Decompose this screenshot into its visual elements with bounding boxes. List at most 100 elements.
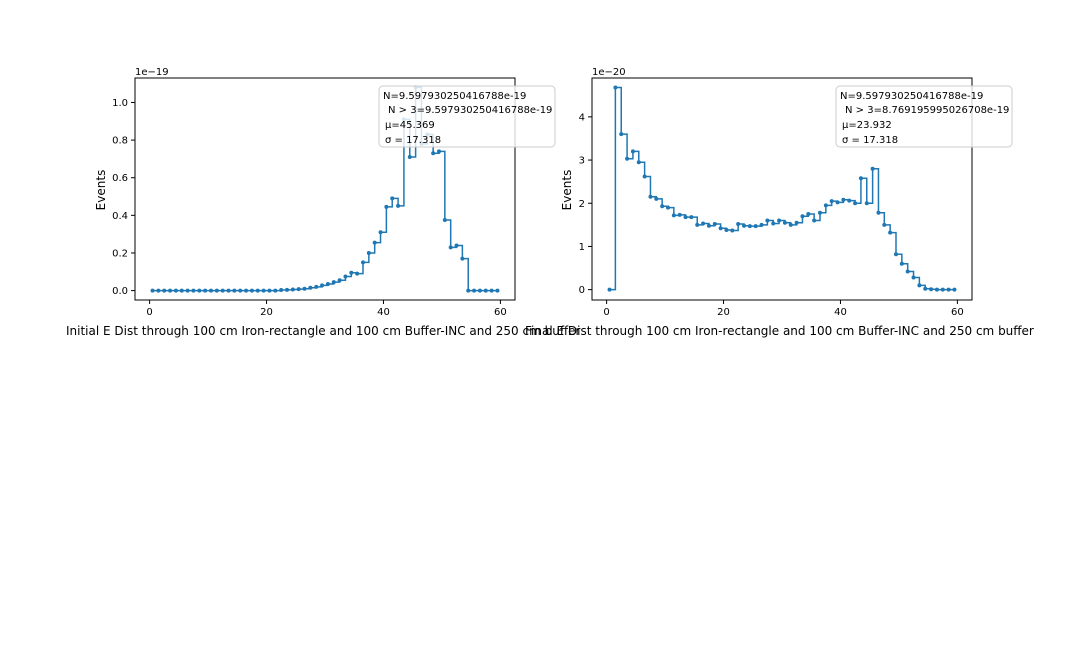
data-point: [765, 218, 770, 223]
data-point: [619, 132, 624, 137]
data-point: [320, 283, 325, 288]
data-point: [355, 271, 360, 276]
data-point: [636, 160, 641, 165]
data-point: [442, 218, 447, 223]
stats-legend-box: [835, 85, 1013, 148]
data-point: [899, 261, 904, 266]
data-point: [934, 287, 939, 292]
data-point: [477, 288, 482, 293]
data-point: [864, 201, 869, 206]
y-tick-label: 2: [579, 199, 585, 210]
data-point: [706, 223, 711, 228]
data-point: [613, 85, 618, 90]
data-point: [308, 285, 313, 290]
data-point: [255, 288, 260, 293]
data-point: [818, 210, 822, 215]
y-axis-label: Events: [94, 170, 108, 211]
stats-legend-box: [378, 85, 556, 148]
data-point: [197, 288, 202, 293]
data-point: [261, 288, 266, 293]
data-point: [325, 282, 330, 287]
stats-line-n-gt-3: N > 3=9.597930250416788e-19: [388, 105, 552, 116]
data-point: [191, 288, 196, 293]
data-point: [343, 274, 348, 279]
data-point: [185, 288, 190, 293]
data-point: [384, 204, 389, 209]
y-ticks: 0 1 2 3 4: [579, 112, 592, 296]
data-point: [888, 230, 893, 235]
data-point: [794, 220, 799, 225]
data-point: [800, 214, 805, 219]
x-tick-label: 20: [260, 307, 273, 318]
y-tick-label: 0.6: [112, 173, 128, 184]
x-tick-label: 60: [951, 307, 964, 318]
data-point: [911, 275, 916, 280]
data-point: [226, 288, 231, 293]
data-point: [150, 288, 155, 293]
x-tick-label: 60: [494, 307, 507, 318]
chart-final-e: 0 20 40 60 0 1 2 3 4 1e−20 Events Final E Dist …: [525, 67, 1034, 338]
data-point: [156, 288, 161, 293]
data-point: [361, 260, 365, 265]
x-axis-label: Final E Dist through 100 cm Iron-rectang…: [525, 324, 1034, 338]
data-point: [701, 221, 706, 226]
data-point: [209, 288, 213, 293]
x-tick-label: 0: [603, 307, 609, 318]
x-tick-label: 20: [717, 307, 730, 318]
data-point: [841, 197, 846, 202]
data-point: [648, 194, 653, 199]
data-point: [642, 174, 647, 179]
data-point: [730, 228, 735, 233]
x-axis-label: Initial E Dist through 100 cm Iron-recta…: [66, 324, 580, 338]
data-point: [489, 288, 494, 293]
data-point: [273, 288, 278, 293]
data-point: [905, 269, 910, 274]
data-point: [249, 288, 254, 293]
data-point: [660, 204, 665, 209]
data-point: [835, 200, 840, 205]
data-point: [203, 288, 208, 293]
y-tick-label: 0.8: [112, 136, 128, 147]
y-tick-label: 1: [579, 242, 585, 253]
y-offset-label: 1e−20: [592, 67, 626, 78]
data-point: [267, 288, 272, 293]
data-point: [466, 288, 471, 293]
data-point: [168, 288, 173, 293]
data-point: [372, 240, 377, 245]
data-point: [331, 280, 336, 285]
data-point: [882, 222, 887, 227]
data-point: [378, 230, 383, 235]
data-point: [220, 288, 225, 293]
data-point: [847, 198, 852, 203]
data-point: [806, 212, 811, 217]
data-point: [876, 210, 881, 215]
data-point: [173, 288, 178, 293]
y-tick-label: 0: [579, 285, 585, 296]
data-point: [736, 221, 741, 226]
data-point: [759, 222, 764, 227]
y-tick-label: 0.4: [112, 211, 128, 222]
data-point: [829, 199, 834, 204]
data-point: [162, 288, 167, 293]
x-tick-label: 40: [834, 307, 847, 318]
data-point: [952, 287, 957, 292]
data-point: [677, 212, 682, 217]
data-point: [214, 288, 219, 293]
data-point: [666, 205, 670, 210]
data-point: [366, 250, 371, 255]
data-point: [437, 149, 441, 154]
y-tick-label: 0.0: [112, 286, 128, 297]
data-point: [689, 215, 694, 220]
y-ticks: 0.0 0.2 0.4 0.6 0.8 1.0: [112, 98, 135, 297]
data-point: [290, 287, 295, 292]
y-tick-label: 3: [579, 156, 585, 167]
data-point: [448, 245, 453, 250]
data-point: [683, 215, 688, 220]
axes-frame: [591, 77, 973, 301]
stats-legend: N=9.597930250416788e-19 N > 3=9.59793025…: [378, 85, 556, 148]
data-point: [771, 221, 776, 226]
data-point: [823, 203, 828, 208]
data-point: [812, 218, 817, 223]
x-tick-label: 40: [377, 307, 390, 318]
